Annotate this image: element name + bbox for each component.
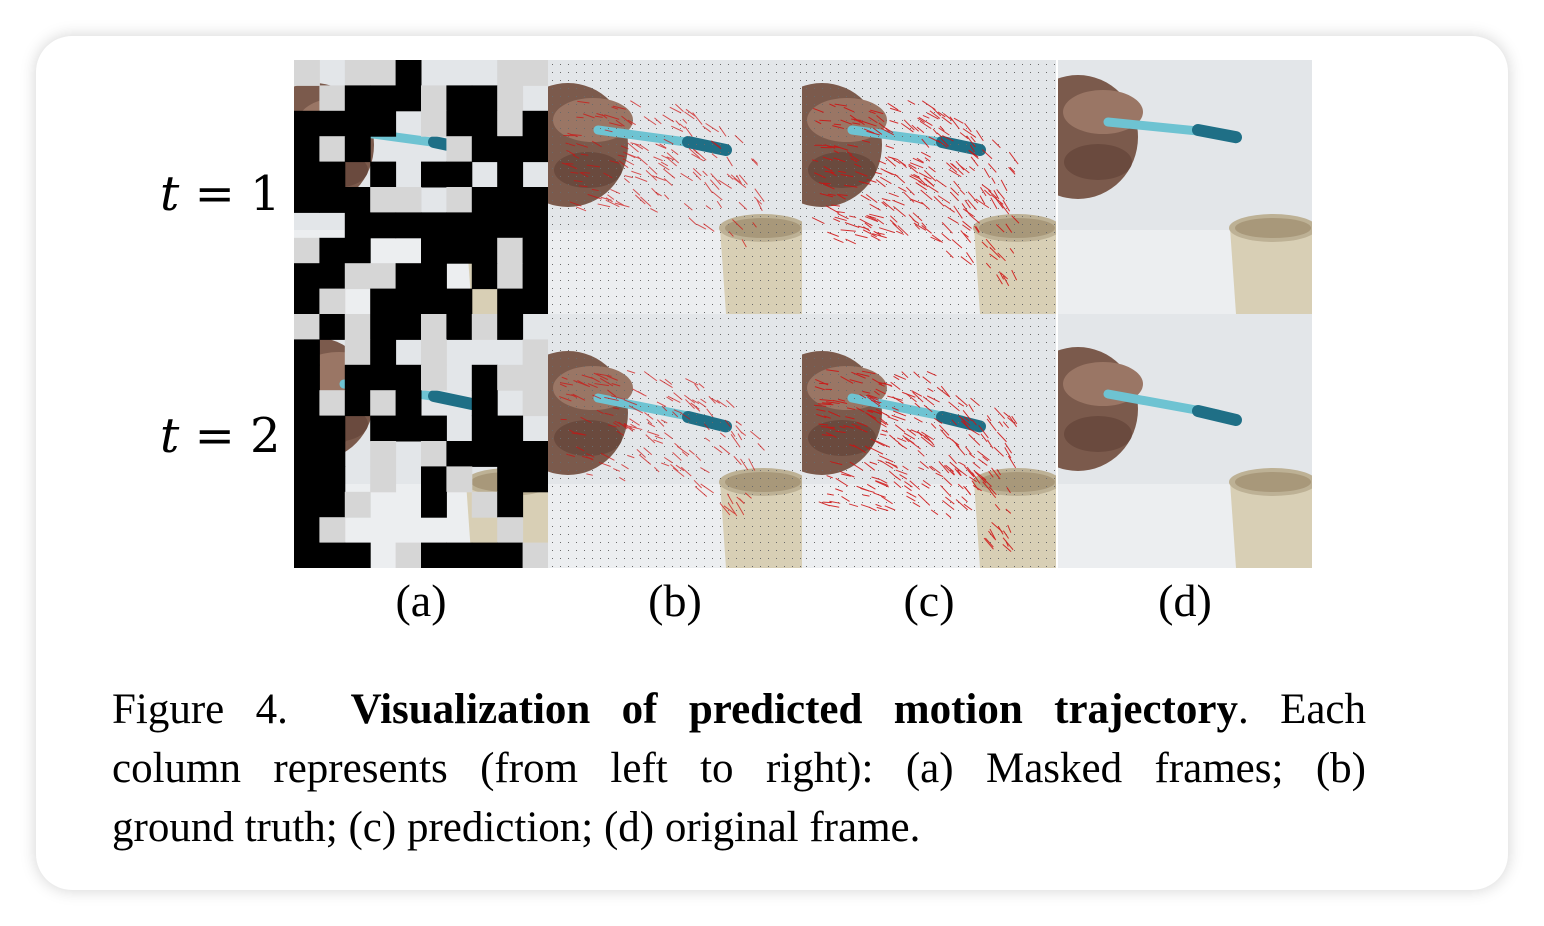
caption-line1-rest: . Each	[1237, 686, 1366, 733]
prediction-flow-t1	[802, 60, 1056, 314]
masked-frame-t1	[294, 60, 548, 314]
figure-caption: Figure 4. Visualization of predicted mot…	[112, 680, 1366, 857]
ground-truth-flow-t1	[548, 60, 802, 314]
column-label-c: (c)	[903, 575, 955, 626]
original-frame-t1	[1058, 60, 1312, 314]
column-label-a: (a)	[395, 575, 447, 626]
column-label-d: (d)	[1158, 575, 1212, 626]
prediction-flow-t2	[802, 314, 1056, 568]
masked-frame-t2	[294, 314, 548, 568]
caption-prefix: Figure 4.	[112, 686, 288, 733]
row-label-t2: t = 2	[160, 408, 281, 464]
caption-line-3: ground truth; (c) prediction; (d) origin…	[112, 804, 921, 851]
original-frame-t2	[1058, 314, 1312, 568]
caption-line-2: column represents (from left to right): …	[112, 745, 1366, 792]
row-label-t1: t = 1	[160, 166, 281, 222]
column-label-b: (b)	[648, 575, 702, 626]
ground-truth-flow-t2	[548, 314, 802, 568]
caption-title: Visualization of predicted motion trajec…	[350, 686, 1238, 733]
